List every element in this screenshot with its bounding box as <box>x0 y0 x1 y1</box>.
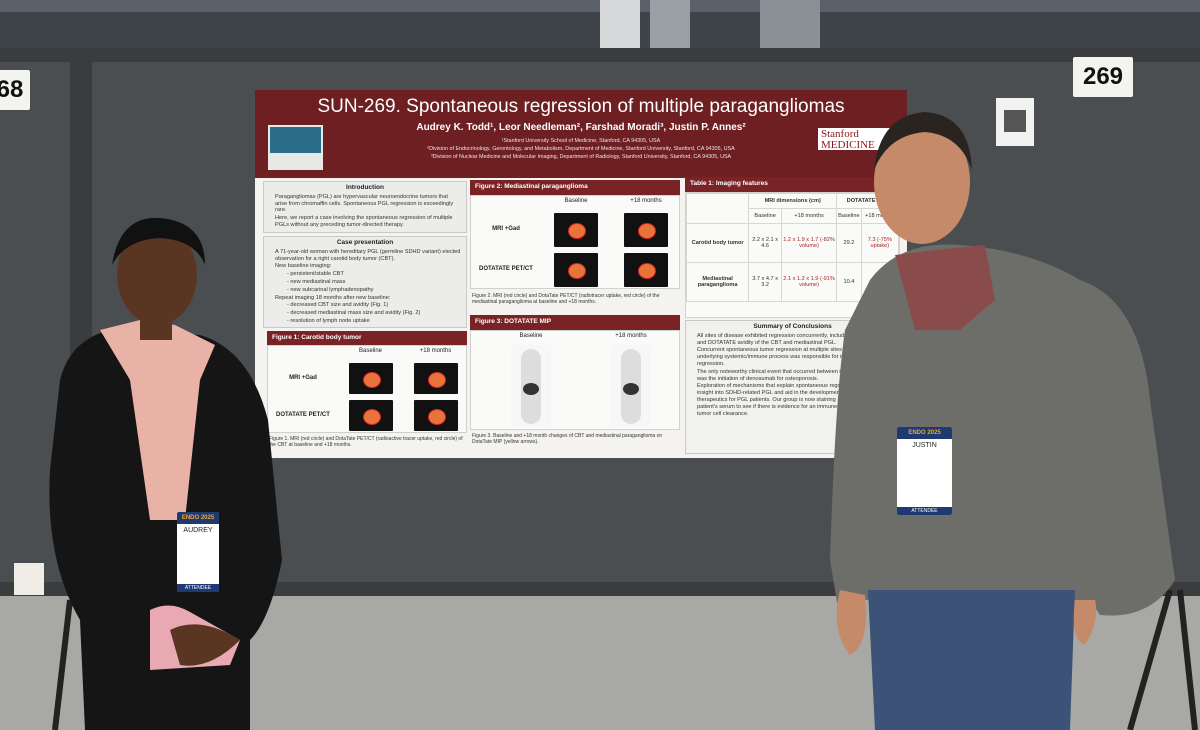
poster-authors: Audrey K. Todd¹, Leor Needleman², Farsha… <box>416 122 746 133</box>
badge-name: JUSTIN <box>912 442 937 449</box>
booth-number: 269 <box>1073 57 1133 97</box>
row-label: MRI +Gad <box>492 226 520 232</box>
row-label: DOTATATE PET/CT <box>479 266 533 272</box>
man <box>830 112 1175 730</box>
column-label: Baseline <box>519 333 543 339</box>
badge-event: ENDO 2025 <box>177 512 219 524</box>
figure-heading: Figure 3: DOTATATE MIP <box>470 315 680 330</box>
row-header: Carotid body tumor <box>686 223 750 263</box>
column-label: Baseline <box>564 198 588 204</box>
table-wrap: MRI dimensions (cm) DOTATATE SUV Baseline +… <box>685 192 900 318</box>
uptake <box>362 408 381 425</box>
uptake <box>638 223 656 239</box>
text-line: All sites of disease exhibited regressio… <box>697 332 891 346</box>
table-heading: Table 1: Imaging features <box>685 177 900 192</box>
figure: Baseline +18 months MRI +Gad DOTATATE PET/C… <box>267 345 467 433</box>
figure-caption: Figure 3. Baseline and +18 month changes… <box>472 433 663 445</box>
affiliation: ³Division of Nuclear Medicine and Molecu… <box>430 154 732 160</box>
figure-heading: Figure 2: Mediastinal paraganglioma <box>470 180 680 195</box>
uptake <box>427 408 446 425</box>
text-line: - persistent/stable CBT <box>287 271 344 278</box>
text-line: Concurrent spontaneous tumor regression … <box>697 347 885 367</box>
text-line: A 71-year-old woman with hereditary PGL … <box>275 248 461 262</box>
scan-image <box>413 400 458 431</box>
badge-role: ATTENDEE <box>897 507 952 515</box>
uptake <box>638 263 656 279</box>
text-line: Exploration of mechanisms that explain s… <box>697 383 893 417</box>
row-header: Mediastinal paraganglioma <box>686 262 750 302</box>
column-label: +18 months <box>419 348 452 354</box>
table-cell: 2.1 x 1.2 x 1.9 (-91% volume) <box>780 262 838 302</box>
section-heading: Introduction <box>346 184 384 191</box>
table-row: MRI dimensions (cm) DOTATATE SUV <box>686 193 899 224</box>
column-label: Baseline <box>358 348 382 354</box>
text-line: New baseline imaging: <box>275 263 332 270</box>
text-line: - decreased mediastinal mass size and av… <box>287 310 421 317</box>
text-line: - resolution of lymph node uptake <box>287 317 370 324</box>
affiliation: ¹Stanford University School of Medicine,… <box>501 138 661 144</box>
row-label: DOTATATE PET/CT <box>276 411 330 418</box>
section-heading: Summary of Conclusions <box>753 323 832 330</box>
figure-heading: Figure 1: Carotid body tumor <box>267 331 467 345</box>
journal-logo <box>268 125 323 170</box>
intro-box: Introduction Paragangliomas (PGL) are hy… <box>263 181 467 233</box>
table-row: Carotid body tumor 2.2 x 2.1 x 4.6 1.2 x 1… <box>686 223 899 263</box>
section-body: All sites of disease exhibited regressio… <box>691 333 894 418</box>
table-row: Baseline +18 months Baseline +18 months <box>687 208 899 224</box>
column-label: +18 months <box>630 198 662 204</box>
table: MRI dimensions (cm) DOTATATE SUV Baseline +… <box>686 193 899 302</box>
column-label: +18 months <box>615 333 647 339</box>
uptake <box>362 371 381 388</box>
uptake <box>568 223 586 239</box>
poster: SUN-269. Spontaneous regression of multi… <box>255 90 907 458</box>
uptake <box>427 371 446 388</box>
name-badge: ENDO 2025 JUSTIN ATTENDEE <box>897 427 952 515</box>
organ <box>523 383 539 395</box>
text-line: - new subcarinal lymphadenopathy <box>287 286 374 293</box>
scan-image <box>413 363 458 394</box>
text-line: - new mediastinal mass <box>287 278 346 285</box>
section-body: Paragangliomas (PGL) are hypervascular n… <box>269 194 461 229</box>
scan-image <box>348 400 393 431</box>
affiliation: ²Division of Endocrinology, Gerontology,… <box>427 146 735 152</box>
section-heading: Case presentation <box>336 239 394 246</box>
text-line: - decreased CBT size and avidity (Fig. 1… <box>287 302 389 309</box>
table-row: Mediastinal paraganglioma 3.7 x 4.7 x 3.2… <box>686 262 899 302</box>
logo-image <box>270 127 321 153</box>
text-line: Here, we report a case involving the spo… <box>275 215 453 228</box>
table-cell: 10.4 <box>836 262 862 302</box>
table-cell: 7.3 (-75% uptake) <box>860 223 899 263</box>
badge-role: ATTENDEE <box>177 584 219 592</box>
text-line: Repeat imaging 18 months after new basel… <box>275 294 391 301</box>
scan-image <box>624 253 668 287</box>
poster-header: SUN-269. Spontaneous regression of multi… <box>255 90 907 178</box>
table-cell: 1.2 x 1.9 x 1.7 (-82% volume) <box>780 223 838 263</box>
text-line: Paragangliomas (PGL) are hypervascular n… <box>275 193 454 214</box>
mip-image <box>511 345 551 427</box>
booth-number: 68 <box>0 70 30 110</box>
uptake <box>568 263 586 279</box>
organ <box>623 383 639 395</box>
scan-image <box>348 363 393 394</box>
poster-title: SUN-269. Spontaneous regression of multi… <box>317 96 845 117</box>
scan-image <box>554 213 598 247</box>
woman <box>49 217 282 730</box>
case-box: Case presentation A 71-year-old woman wi… <box>263 236 467 328</box>
scan-image <box>624 213 668 247</box>
figure-caption: Figure 1. MRI (red circle) and DotaTate … <box>269 436 463 448</box>
scan-image <box>554 253 598 287</box>
mip-image <box>611 345 651 427</box>
figure: Baseline +18 months <box>470 330 680 430</box>
figure: Baseline +18 months MRI +Gad DOTATATE PET/C… <box>470 195 680 289</box>
name-badge: ENDO 2025 AUDREY ATTENDEE <box>177 512 219 592</box>
table-cell: 29.2 <box>836 223 862 263</box>
badge-event: ENDO 2025 <box>897 427 952 439</box>
text-line: The only noteworthy clinical event that … <box>697 368 887 382</box>
row-label: MRI +Gad <box>289 374 317 381</box>
figure-caption: Figure 2. MRI (red circle) and DotaTate … <box>472 293 660 305</box>
badge-name: AUDREY <box>183 527 213 534</box>
section-body: A 71-year-old woman with hereditary PGL … <box>269 249 461 325</box>
